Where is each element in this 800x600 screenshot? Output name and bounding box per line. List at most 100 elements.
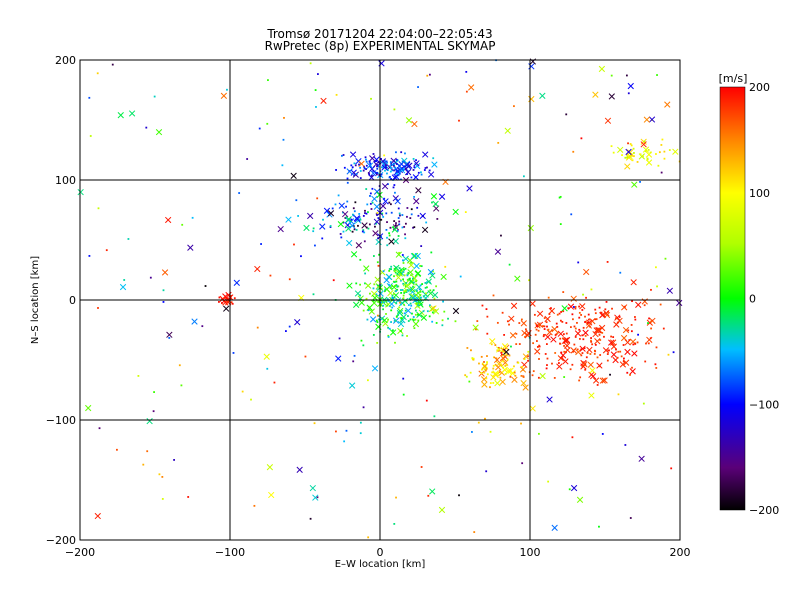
data-point-dot-1181 [260, 243, 262, 245]
y-tick-label-4: 200 [55, 54, 76, 67]
data-point-dot-841 [571, 363, 574, 366]
data-point-dot-830 [574, 336, 577, 338]
data-point-dot-474 [387, 336, 390, 338]
data-point-cross-460 [403, 283, 411, 290]
data-point-cross-467 [431, 291, 439, 299]
data-point-dot-821 [558, 312, 561, 315]
data-point-cross-534 [392, 195, 399, 202]
data-point-dot-1314 [433, 415, 436, 418]
data-point-dot-435 [398, 251, 400, 254]
data-point-cross-758 [534, 348, 541, 355]
data-point-dot-1099 [577, 261, 580, 264]
data-point-dot-1078 [233, 297, 236, 300]
data-point-dot-152 [392, 164, 395, 167]
data-point-cross-1294 [277, 225, 284, 233]
data-point-dot-924 [622, 360, 625, 363]
data-point-dot-1004 [527, 350, 530, 353]
data-point-dot-1067 [226, 297, 229, 299]
data-point-dot-293 [372, 255, 375, 257]
data-point-dot-290 [400, 273, 403, 275]
data-point-cross-823 [510, 302, 518, 309]
data-point-dot-122 [395, 163, 398, 165]
data-point-dot-1321 [201, 325, 204, 328]
data-point-dot-342 [404, 267, 407, 270]
data-point-dot-650 [580, 314, 583, 316]
data-point-dot-927 [655, 346, 658, 349]
data-point-cross-413 [420, 314, 428, 321]
data-point-cross-680 [579, 345, 586, 352]
data-point-dot-302 [420, 265, 423, 268]
data-point-cross-545 [371, 195, 378, 203]
data-point-dot-522 [409, 217, 412, 220]
data-point-cross-1283 [335, 355, 342, 362]
data-point-dot-1169 [367, 536, 370, 539]
data-point-dot-695 [594, 318, 597, 321]
data-point-dot-1146 [312, 230, 315, 233]
data-point-dot-103 [335, 169, 337, 171]
data-point-dot-22 [404, 161, 406, 164]
data-point-dot-1145 [293, 243, 295, 246]
data-point-dot-92 [393, 184, 396, 186]
data-point-dot-424 [395, 290, 397, 292]
data-point-dot-1221 [335, 430, 337, 433]
data-point-dot-434 [417, 313, 419, 316]
colorbar-tick-label-1: 100 [749, 187, 770, 200]
data-point-cross-1166 [327, 210, 335, 217]
data-point-dot-1326 [266, 122, 269, 125]
data-point-dot-898 [506, 320, 509, 323]
data-point-dot-372 [388, 283, 390, 286]
data-point-dot-494 [364, 212, 366, 214]
data-point-cross-1034 [626, 149, 634, 156]
data-point-dot-966 [517, 361, 520, 364]
data-point-dot-810 [558, 362, 560, 364]
data-point-cross-997 [507, 367, 514, 375]
data-point-dot-1028 [646, 157, 649, 160]
data-point-dot-210 [407, 304, 410, 306]
data-point-cross-1247 [676, 299, 683, 307]
data-point-cross-1092 [472, 324, 479, 331]
data-point-cross-406 [389, 329, 397, 336]
data-point-dot-1286 [97, 307, 99, 309]
data-point-dot-864 [610, 335, 613, 338]
x-tick-label-3: 100 [520, 546, 541, 559]
data-point-cross-1179 [588, 392, 595, 399]
data-point-dot-1126 [362, 344, 365, 347]
colorbar-tick-label-2: 0 [749, 293, 756, 306]
data-point-cross-143 [368, 165, 376, 173]
data-point-cross-1016 [496, 346, 503, 353]
data-point-dot-74 [353, 162, 356, 165]
data-point-cross-1109 [320, 97, 327, 105]
data-point-dot-379 [426, 286, 428, 289]
data-point-dot-703 [569, 326, 572, 329]
data-point-dot-114 [346, 181, 349, 184]
colorbar-tick-label-3: −100 [749, 398, 779, 411]
data-point-dot-466 [415, 280, 417, 283]
data-point-dot-781 [569, 368, 572, 371]
data-point-dot-723 [643, 304, 646, 307]
data-point-dot-1143 [489, 430, 492, 433]
data-point-dot-941 [466, 347, 469, 349]
data-point-dot-843 [579, 376, 582, 379]
data-point-dot-1102 [377, 264, 380, 267]
data-point-cross-928 [564, 346, 571, 354]
data-point-cross-464 [383, 286, 391, 293]
x-tick-label-0: −200 [65, 546, 95, 559]
colorbar-ticks: 200 100 0 −100 −200 [749, 81, 779, 517]
data-point-dot-1044 [655, 153, 657, 155]
data-point-dot-587 [352, 207, 355, 210]
data-point-dot-789 [636, 341, 639, 344]
data-point-dot-881 [624, 305, 626, 308]
data-point-cross-1281 [290, 172, 297, 179]
data-point-cross-1075 [219, 295, 226, 303]
data-point-cross-155 [366, 162, 374, 169]
data-point-dot-671 [617, 350, 620, 353]
data-point-cross-988 [522, 384, 529, 391]
data-point-dot-931 [508, 354, 511, 357]
data-point-dot-485 [386, 221, 388, 224]
data-point-dot-875 [561, 320, 564, 323]
data-point-dot-978 [470, 349, 472, 352]
data-point-dot-961 [504, 373, 507, 375]
data-point-cross-561 [419, 212, 426, 220]
data-point-dot-184 [391, 306, 394, 309]
data-point-dot-850 [647, 342, 650, 345]
